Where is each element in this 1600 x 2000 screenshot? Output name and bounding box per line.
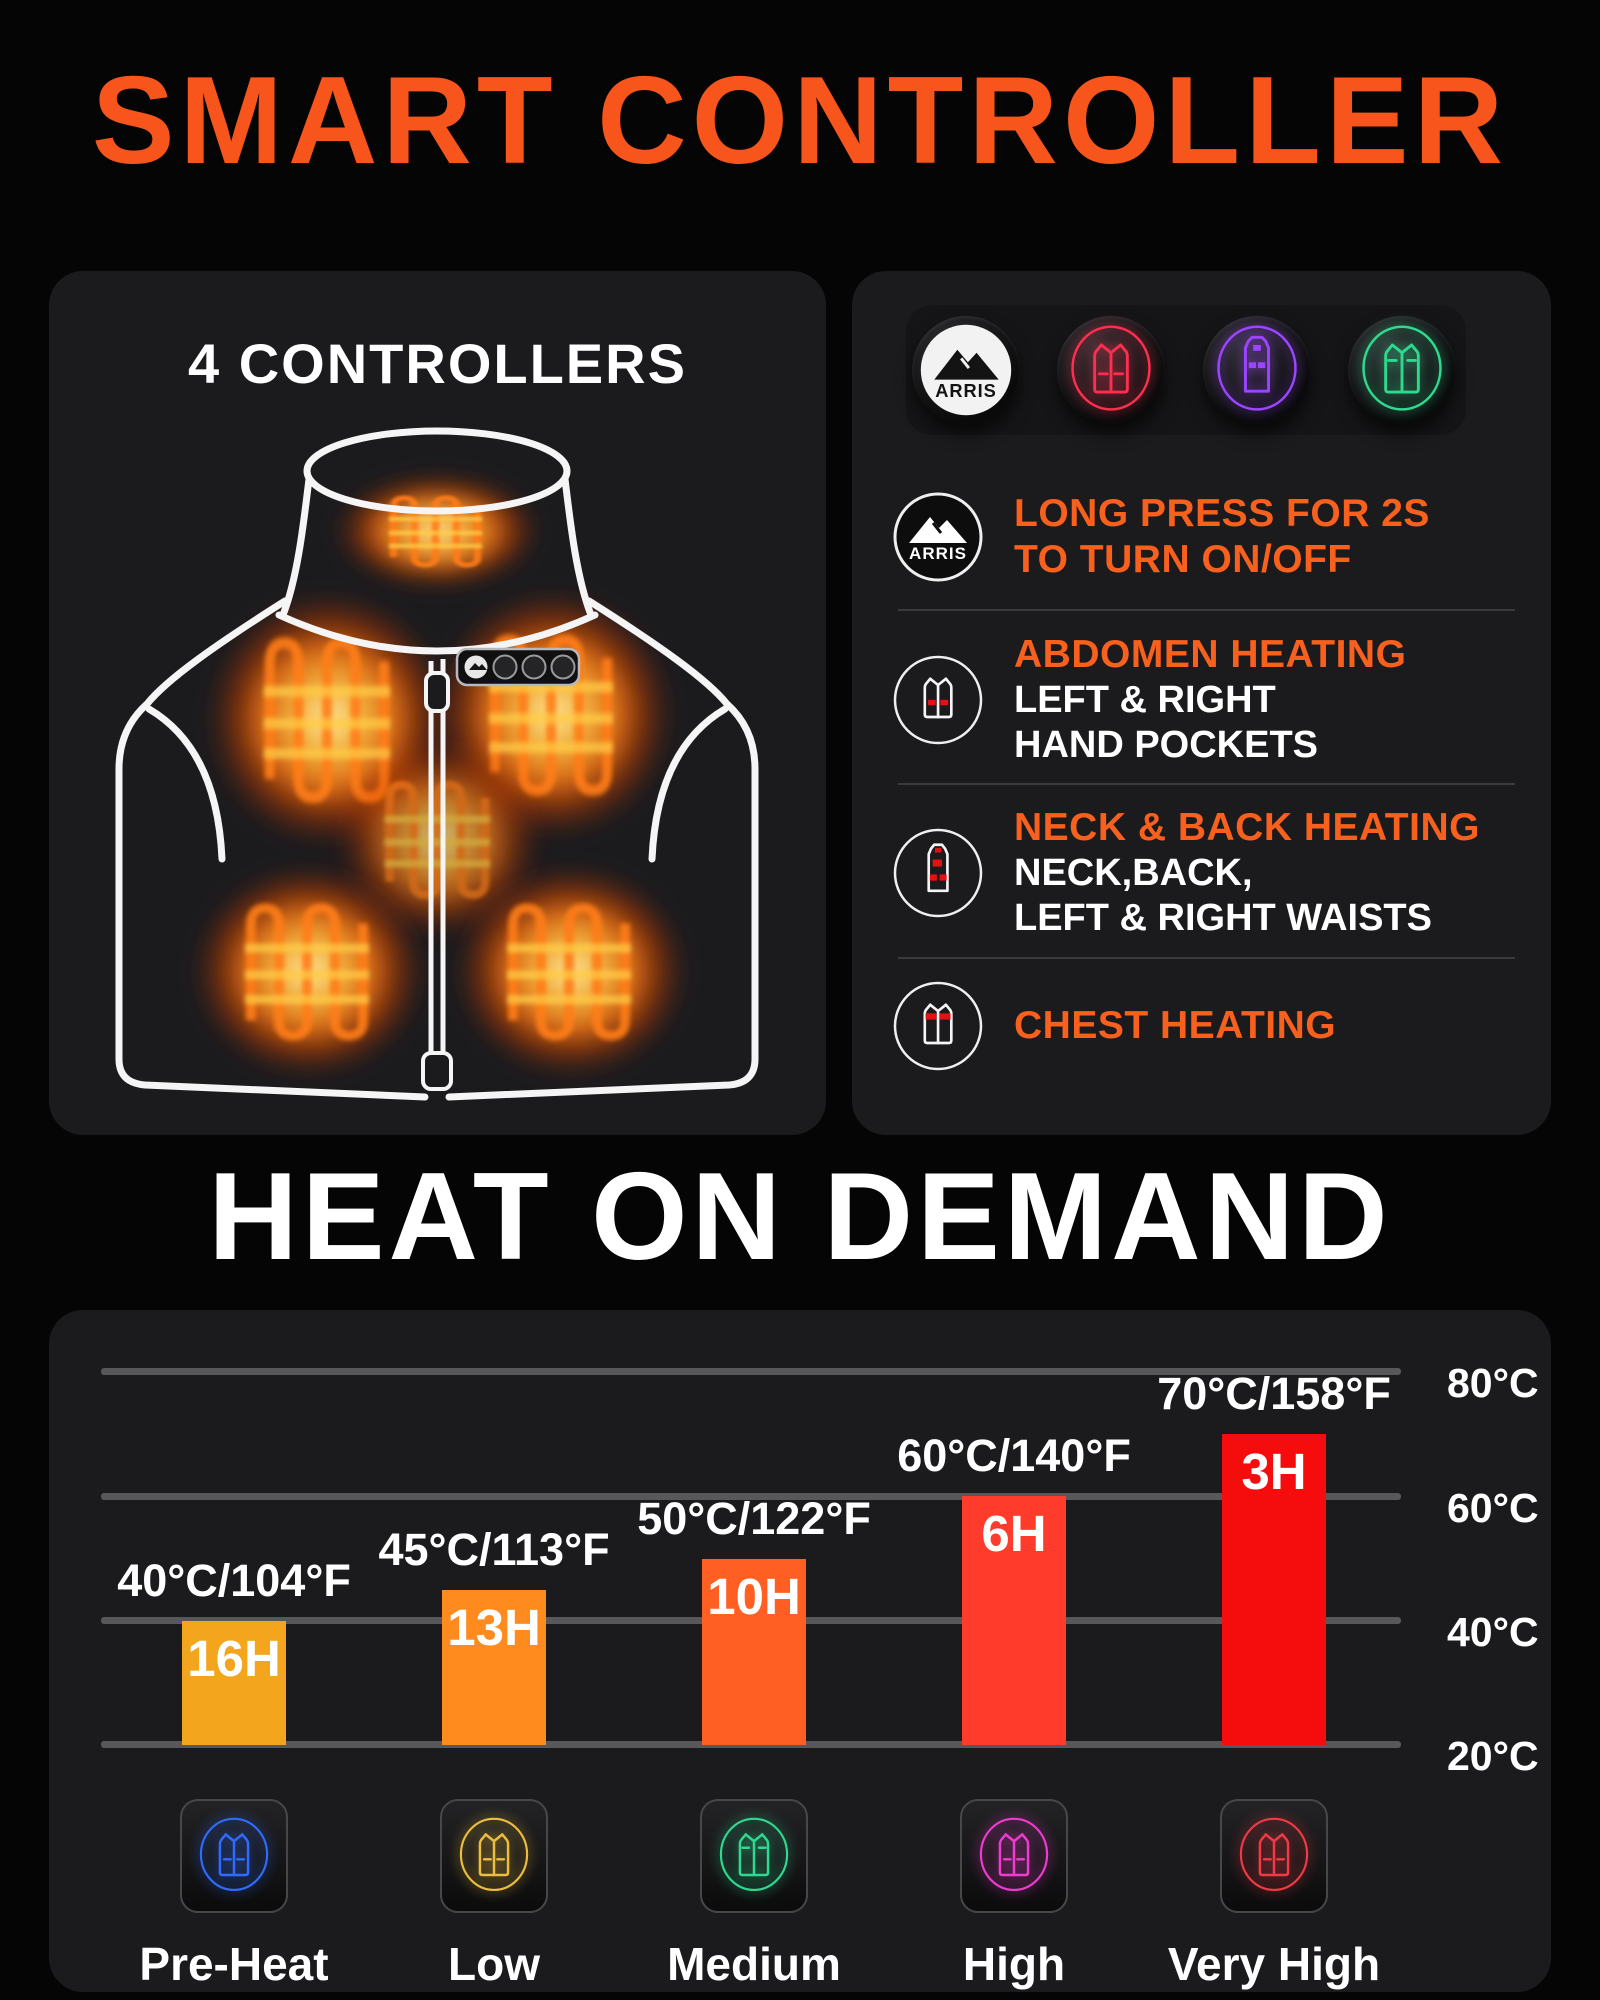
chart-column-pre-heat: 40°C/104°F 16H Pre-Heat	[117, 1350, 351, 1991]
bar-pre-heat: 16H	[182, 1621, 286, 1745]
chart-column-very-high: 70°C/158°F 3H Very High	[1157, 1350, 1391, 1991]
temperature-chart: 80°C 60°C 40°C 20°C 40°C/104°F 16H	[49, 1310, 1551, 1992]
bar-high: 6H	[962, 1496, 1066, 1745]
feature-body: HAND POCKETS	[1014, 724, 1319, 766]
abdomen-vest-icon	[893, 655, 983, 745]
bar-low: 13H	[442, 1590, 546, 1745]
high-vest-icon	[979, 1817, 1049, 1891]
temp-label: 50°C/122°F	[637, 1493, 871, 1544]
chart-columns: 40°C/104°F 16H Pre-Heat	[104, 1350, 1404, 1991]
high-mode-button[interactable]	[960, 1799, 1068, 1913]
very-high-vest-icon	[1239, 1817, 1309, 1891]
bar-very-high: 3H	[1222, 1434, 1326, 1745]
chart-column-medium: 50°C/122°F 10H Medium	[637, 1350, 871, 1991]
controllers-panel: 4 CONTROLLERS	[49, 271, 826, 1135]
vest-controller-strip	[455, 647, 581, 687]
feature-heading: ABDOMEN HEATING	[1014, 633, 1407, 676]
heat-section-title: HEAT ON DEMAND	[208, 1148, 1392, 1286]
heated-vest-illustration	[115, 427, 759, 1101]
abdomen-vest-neon-icon	[1071, 325, 1152, 411]
right-waist-heat-zone	[457, 867, 685, 1075]
left-waist-heat-zone	[195, 867, 423, 1075]
feature-power: ARRIS LONG PRESS FOR 2S TO TURN ON/OFF	[892, 469, 1527, 605]
temp-label: 45°C/113°F	[378, 1524, 610, 1575]
power-button[interactable]: ARRIS	[912, 316, 1020, 424]
chart-column-low: 45°C/113°F 13H Low	[378, 1350, 609, 1991]
chest-mode-button[interactable]	[1347, 316, 1456, 424]
chest-vest-neon-icon	[1362, 325, 1442, 411]
low-mode-button[interactable]	[440, 1799, 548, 1913]
hour-label: 10H	[707, 1568, 801, 1625]
divider	[898, 609, 1515, 611]
feature-body: NECK,BACK,	[1014, 852, 1253, 894]
divider	[898, 783, 1515, 785]
arris-logo: ARRIS	[920, 324, 1012, 416]
feature-body: LEFT & RIGHT	[1014, 679, 1276, 721]
bar-medium: 10H	[702, 1559, 806, 1745]
y-tick-40c: 40°C	[1447, 1609, 1539, 1655]
category-label: Pre-Heat	[139, 1938, 329, 1990]
feature-heading: CHEST HEATING	[1014, 1004, 1337, 1047]
divider	[898, 957, 1515, 959]
abdomen-mode-button[interactable]	[1057, 316, 1166, 424]
feature-heading: LONG PRESS FOR 2S	[1014, 492, 1430, 535]
collar-heat-zone	[337, 475, 537, 587]
y-tick-60c: 60°C	[1447, 1485, 1539, 1531]
hour-label: 16H	[187, 1630, 281, 1687]
feature-heading: NECK & BACK HEATING	[1014, 806, 1480, 849]
hour-label: 6H	[981, 1505, 1047, 1562]
controller-legend-panel: ARRIS	[852, 271, 1551, 1135]
mode-buttons-strip: ARRIS	[906, 305, 1466, 435]
feature-body: LEFT & RIGHT WAISTS	[1014, 897, 1432, 939]
gridline-80c	[101, 1368, 1401, 1375]
low-vest-icon	[459, 1817, 529, 1891]
page-title: SMART CONTROLLER	[91, 52, 1509, 190]
temp-label: 60°C/140°F	[897, 1430, 1131, 1481]
back-heat-zone	[339, 743, 539, 935]
feature-neck-back-heating: NECK & BACK HEATING NECK,BACK, LEFT & RI…	[892, 797, 1527, 949]
very-high-mode-button[interactable]	[1220, 1799, 1328, 1913]
medium-vest-icon	[719, 1817, 789, 1891]
category-label: Medium	[667, 1938, 841, 1990]
neck-back-mode-button[interactable]	[1202, 316, 1311, 424]
hour-label: 3H	[1241, 1443, 1307, 1500]
svg-text:ARRIS: ARRIS	[935, 380, 997, 401]
temp-label: 70°C/158°F	[1157, 1368, 1391, 1419]
feature-heading: TO TURN ON/OFF	[1014, 538, 1352, 581]
feature-abdomen-heating: ABDOMEN HEATING LEFT & RIGHT HAND POCKET…	[892, 625, 1527, 775]
medium-mode-button[interactable]	[700, 1799, 808, 1913]
category-label: High	[962, 1938, 1066, 1990]
pre-heat-mode-button[interactable]	[179, 1799, 288, 1913]
temp-label: 40°C/104°F	[117, 1555, 351, 1606]
neck-back-vest-icon	[893, 828, 983, 918]
pre-heat-vest-icon	[199, 1817, 269, 1891]
controllers-panel-title: 4 CONTROLLERS	[188, 332, 687, 395]
chart-column-high: 60°C/140°F 6H High	[897, 1350, 1131, 1991]
gridline-60c	[101, 1493, 1401, 1500]
svg-text:ARRIS: ARRIS	[909, 544, 967, 563]
category-label: Very High	[1167, 1938, 1381, 1990]
zipper	[421, 659, 453, 1091]
vest-outline	[115, 427, 759, 1101]
y-tick-20c: 20°C	[1447, 1733, 1539, 1779]
chest-vest-icon	[893, 981, 983, 1071]
feature-chest-heating: CHEST HEATING	[892, 971, 1527, 1081]
hour-label: 13H	[447, 1599, 541, 1656]
neck-back-vest-neon-icon	[1216, 325, 1297, 411]
y-tick-80c: 80°C	[1447, 1360, 1539, 1406]
arris-badge-icon: ARRIS	[893, 492, 983, 582]
category-label: Low	[448, 1938, 540, 1990]
